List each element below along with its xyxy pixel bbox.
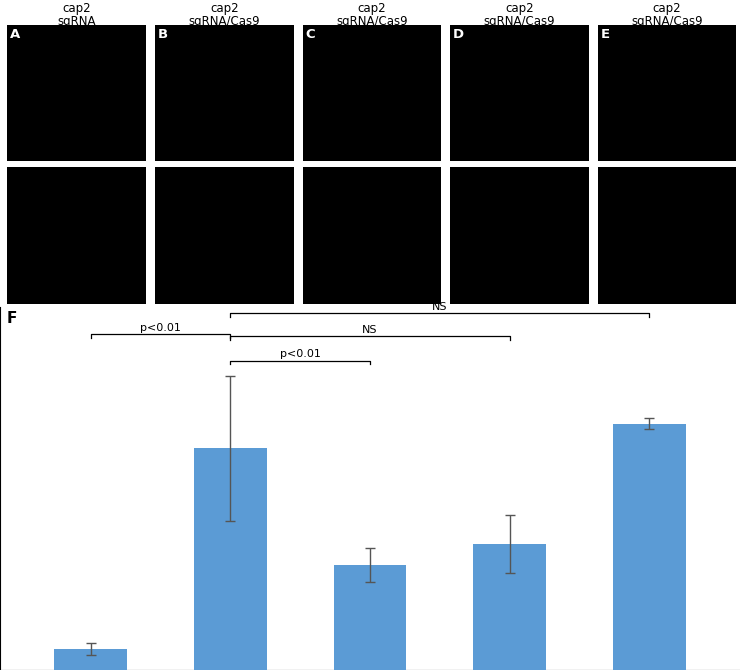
Text: sgRNA: sgRNA	[58, 15, 96, 28]
Text: A: A	[10, 27, 21, 41]
Text: p<0.01: p<0.01	[280, 350, 320, 359]
Text: cap2: cap2	[357, 1, 386, 15]
Bar	[55, 649, 127, 670]
Bar	[155, 25, 294, 161]
Text: E: E	[601, 27, 610, 41]
Text: NS: NS	[363, 324, 377, 334]
Text: +WT mRNA: +WT mRNA	[337, 29, 406, 42]
Bar	[450, 25, 589, 161]
Bar	[474, 544, 546, 670]
Bar	[303, 25, 441, 161]
Text: p<0.01: p<0.01	[140, 323, 181, 333]
Text: sgRNA/Cas9: sgRNA/Cas9	[189, 15, 260, 28]
Text: sgRNA/Cas9: sgRNA/Cas9	[631, 15, 703, 28]
Text: D: D	[453, 27, 464, 41]
Text: NS: NS	[432, 302, 448, 312]
Text: cap2: cap2	[210, 1, 238, 15]
Bar	[450, 168, 589, 304]
Bar	[613, 423, 685, 670]
Text: B: B	[158, 27, 168, 41]
Text: F: F	[7, 311, 17, 326]
Bar	[334, 565, 406, 670]
Bar	[598, 25, 736, 161]
Text: +707 mRNA: +707 mRNA	[483, 29, 556, 42]
Bar	[7, 168, 146, 304]
Text: sgRNA/Cas9: sgRNA/Cas9	[336, 15, 408, 28]
Bar	[303, 168, 441, 304]
Text: sgRNA/Cas9: sgRNA/Cas9	[484, 15, 555, 28]
Text: +1112 mRNA: +1112 mRNA	[627, 29, 707, 42]
Text: cap2: cap2	[653, 1, 682, 15]
Text: cap2: cap2	[62, 1, 91, 15]
Bar	[7, 25, 146, 161]
Bar	[194, 448, 266, 670]
Text: cap2: cap2	[505, 1, 534, 15]
Bar	[598, 168, 736, 304]
Text: C: C	[306, 27, 315, 41]
Bar	[155, 168, 294, 304]
